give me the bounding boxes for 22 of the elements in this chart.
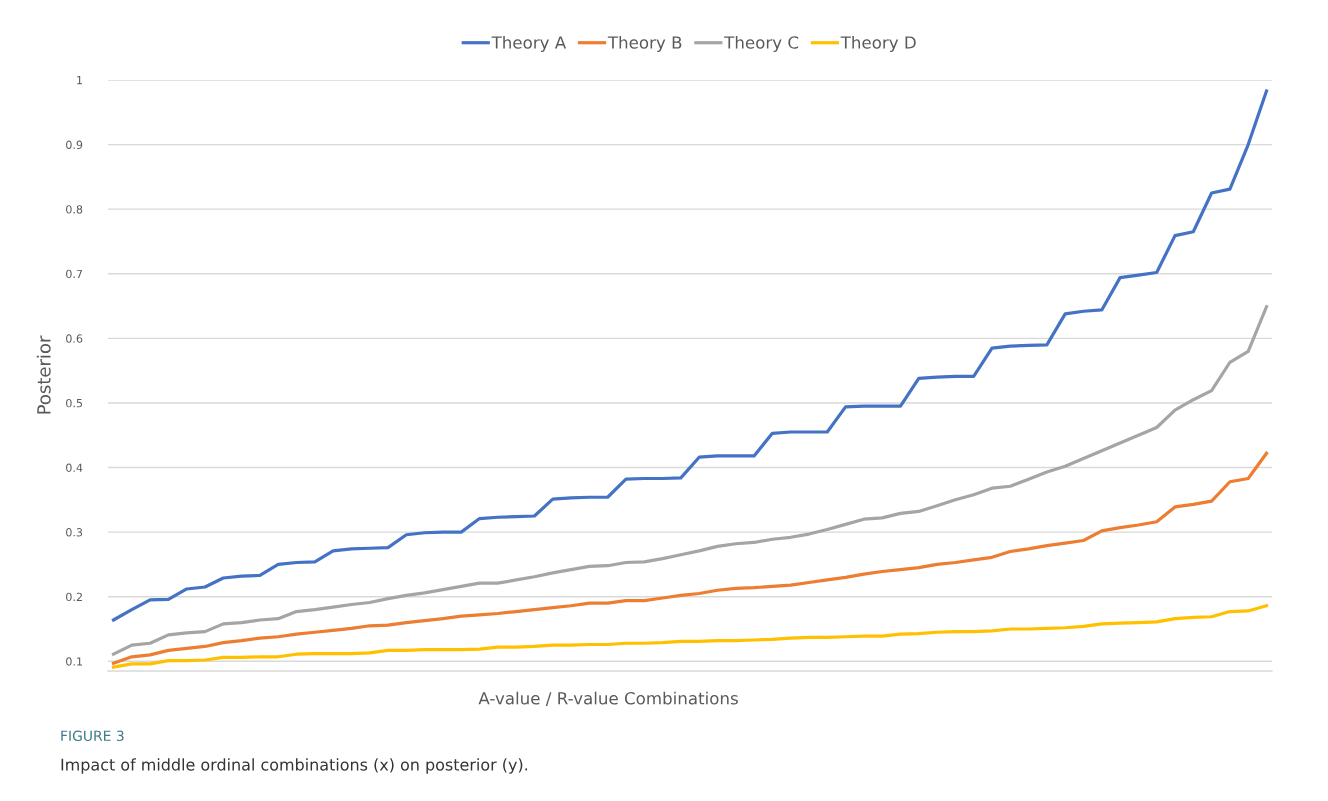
y-tick-label: 0.8 bbox=[66, 205, 83, 214]
legend-label: Theory D bbox=[840, 35, 916, 53]
y-tick-label: 0.5 bbox=[66, 398, 83, 408]
text: Impact of middle ordinal combinations (x) on posterior (y). bbox=[61, 758, 528, 774]
y-tick-label: 0.2 bbox=[66, 592, 82, 602]
line-series bbox=[111, 604, 1269, 669]
y-tick-label: 1 bbox=[77, 76, 82, 85]
y-tick-label: 0.6 bbox=[66, 334, 83, 343]
line-series bbox=[111, 89, 1269, 622]
line-series bbox=[111, 451, 1269, 665]
legend-label: Theory C bbox=[724, 35, 799, 53]
legend-label: Theory A bbox=[491, 35, 567, 53]
y-axis-title: Posterior bbox=[36, 335, 51, 414]
x-axis-title: A-value / R-value Combinations bbox=[478, 691, 738, 706]
line-series bbox=[111, 305, 1269, 656]
caption: FIGURE 3 bbox=[61, 730, 124, 742]
y-tick-label: 0.7 bbox=[66, 269, 83, 279]
y-tick-label: 0.1 bbox=[66, 657, 82, 666]
y-tick-label: 0.9 bbox=[66, 140, 83, 149]
legend-label: Theory B bbox=[607, 35, 682, 53]
y-tick-label: 0.3 bbox=[66, 528, 83, 537]
y-tick-label: 0.4 bbox=[66, 463, 83, 472]
